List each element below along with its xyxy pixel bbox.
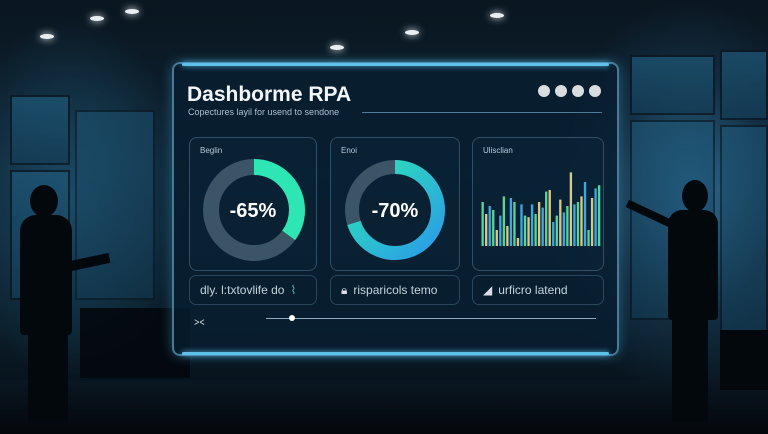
card-value: -65%: [229, 200, 277, 222]
dashboard-subtitle: Copectures layil for usend to sendone: [188, 107, 340, 117]
person-left-body: [20, 215, 72, 335]
donut-fill: [203, 159, 305, 261]
bar: [587, 230, 590, 246]
card-value: -70%: [371, 200, 419, 222]
status-text: urficro latend: [498, 283, 568, 297]
card-label: Beglin: [200, 146, 223, 155]
bar: [573, 204, 576, 246]
bar: [594, 188, 597, 246]
bar: [583, 182, 587, 246]
bar: [527, 217, 530, 246]
bar: [509, 198, 513, 246]
dashboard-title: Dashborme RPA: [187, 83, 352, 106]
bar: [488, 206, 491, 246]
bar: [513, 202, 516, 246]
collapse-icon[interactable]: ⪥: [194, 314, 205, 328]
window: [630, 55, 715, 115]
bar: [520, 204, 523, 246]
timeline-slider[interactable]: [266, 318, 596, 319]
bar: [537, 202, 541, 246]
card-enoi[interactable]: Enoi -70%: [330, 137, 460, 271]
person-right-head: [682, 180, 708, 212]
donut-chart: [203, 159, 305, 261]
bar: [485, 214, 488, 246]
bar: [506, 226, 509, 246]
card-label: Ulisclian: [483, 146, 513, 155]
bar: [548, 190, 551, 246]
bar-chart: [481, 172, 601, 246]
bar: [499, 215, 502, 246]
divider: [362, 112, 602, 113]
bar: [566, 206, 569, 246]
bar: [516, 238, 520, 246]
window: [75, 110, 155, 300]
window-controls[interactable]: [538, 85, 601, 97]
bar: [530, 204, 534, 246]
card-beglin[interactable]: Beglin -65%: [189, 137, 317, 271]
card-label: Enoi: [341, 146, 358, 155]
card-ulisclian[interactable]: Ulisclian: [472, 137, 604, 271]
donut-chart: [345, 160, 445, 260]
chart-icon: ◢: [483, 283, 493, 297]
donut-fill: [345, 160, 445, 260]
person-left-head: [30, 185, 58, 217]
bar: [502, 196, 506, 246]
bar: [545, 191, 548, 246]
bar: [559, 199, 562, 246]
pulse-icon: ⌇: [290, 283, 297, 297]
bar: [492, 210, 495, 246]
bar: [590, 198, 594, 246]
status-item[interactable]: 🔒︎ risparicols temo: [330, 275, 460, 305]
bar: [580, 196, 583, 246]
bar: [534, 214, 537, 246]
slider-handle[interactable]: [289, 315, 296, 321]
bar: [569, 172, 573, 246]
window: [10, 95, 70, 165]
bar: [552, 222, 555, 246]
dot-button[interactable]: [538, 85, 550, 97]
bar: [597, 185, 601, 246]
status-text: risparicols temo: [353, 283, 438, 297]
bar: [562, 212, 566, 246]
lock-icon: 🔒︎: [341, 282, 348, 297]
bar: [576, 202, 580, 246]
bar: [541, 207, 544, 246]
window: [720, 125, 768, 335]
bar: [523, 215, 527, 246]
status-item[interactable]: ◢ urficro latend: [472, 275, 604, 305]
status-text: dly. l:txtovlife do: [200, 283, 285, 297]
chair: [720, 330, 768, 390]
status-item[interactable]: dly. l:txtovlife do ⌇: [189, 275, 317, 305]
dashboard-panel: Dashborme RPA Copectures layil for usend…: [172, 62, 619, 356]
dot-button[interactable]: [555, 85, 567, 97]
bar: [555, 215, 558, 246]
window: [720, 50, 768, 120]
person-right-body: [668, 210, 718, 320]
desk: [80, 308, 190, 378]
bar: [481, 202, 484, 246]
dot-button[interactable]: [589, 85, 601, 97]
dot-button[interactable]: [572, 85, 584, 97]
bar: [495, 230, 498, 246]
